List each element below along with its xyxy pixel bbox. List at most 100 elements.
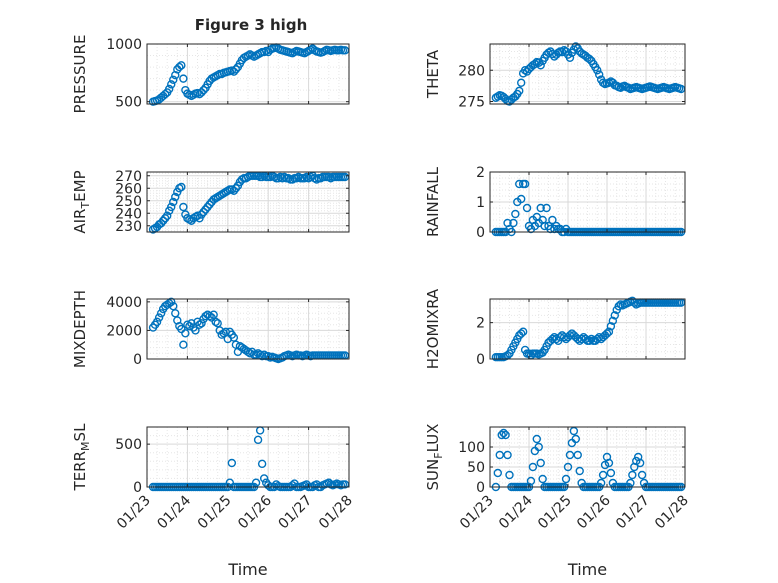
x-tick-label: 01/28 [652,493,692,533]
y-tick-label: 240 [115,206,142,222]
data-point [522,203,532,213]
data-point [585,336,594,346]
subplot-theta: 275 280 THETA [424,42,686,111]
data-point [571,434,580,444]
series-points [148,171,350,234]
y-tick-label: 275 [458,95,485,111]
data-point [548,215,557,225]
data-point [565,53,575,62]
y-axis-label: PRESSURE [71,35,89,114]
data-point [181,329,190,338]
data-point [561,474,571,484]
x-tick-label: 01/28 [316,493,356,533]
data-point [257,351,267,361]
data-point [509,218,518,228]
data-point [205,311,214,321]
y-tick-label: 280 [458,63,485,79]
data-point [604,458,614,468]
data-point [158,216,168,225]
data-point [167,202,176,212]
data-point [193,211,202,220]
data-point [495,450,504,460]
data-point [160,214,170,223]
data-point [602,329,612,338]
data-point [517,194,526,204]
data-point [156,309,166,318]
data-point [518,327,528,336]
data-point [526,476,536,486]
x-tick-label: 01/23 [457,493,497,533]
x-axis-label: Time [227,560,267,579]
data-point [536,203,545,213]
y-tick-label: 2000 [106,323,142,339]
data-point [610,311,619,320]
data-point [511,209,520,219]
y-tick-label: 0 [476,480,485,496]
y-tick-label: 260 [115,181,142,197]
data-point [229,186,239,195]
axes-box [489,43,686,105]
y-tick-label: 2 [476,165,485,181]
data-point [227,458,237,468]
x-tick-label: 01/26 [235,492,275,532]
data-point [515,86,524,96]
data-point [517,329,526,338]
x-tick-label: 01/26 [574,492,614,532]
data-point [606,322,616,331]
data-point [195,320,204,329]
grid [489,299,686,360]
data-point [604,327,614,336]
data-point [167,297,176,307]
subplot-h2omixra: 0 2 H2OMIXRA [424,288,686,369]
grid [489,426,686,488]
data-point [169,75,178,84]
y-tick-label: 0 [133,352,142,368]
data-point [197,210,206,219]
data-point [637,470,647,480]
subplot-rainfall: 0 1 2 RAINFALL [424,165,686,241]
y-axis-label: THETA [424,49,442,99]
data-point [177,182,186,192]
data-point [231,184,241,193]
data-point [231,65,241,74]
data-point [160,89,170,99]
x-axis-label: Time [567,560,607,579]
x-tick-label: 01/25 [195,493,235,533]
data-point [573,450,582,460]
data-point [635,458,645,468]
data-point [257,459,267,469]
data-point [565,450,575,460]
y-tick-label: 500 [115,95,142,111]
data-point [340,480,350,489]
data-point [175,62,184,72]
y-tick-label: 270 [115,169,142,185]
data-point [503,450,512,460]
data-point [165,84,174,94]
data-point [340,172,350,182]
axes-box [489,298,686,360]
data-point [563,462,573,472]
data-point [542,203,551,213]
series-points [148,297,350,364]
data-point [179,202,188,212]
data-point [169,197,178,207]
data-point [581,334,590,344]
data-point [191,326,200,335]
data-point [499,428,508,438]
x-tick-label: 01/23 [114,493,154,533]
y-axis-label: RAINFALL [424,166,442,237]
data-point [205,200,214,209]
axes-box [146,426,350,488]
subplot-mixdepth: 0 2000 4000 MIXDEPTH [71,290,350,368]
y-tick-label: 2 [476,316,485,332]
data-point [532,434,541,444]
data-point [493,468,502,478]
subplot-terr-msl: 0 500 01/23 01/24 01/25 01/26 01/27 01/28 Time TE… [71,423,356,579]
data-point [179,340,188,349]
data-point [520,179,530,189]
y-axis-label: H2OMIXRA [424,288,442,369]
axes-box [146,43,350,105]
data-point [177,61,186,70]
